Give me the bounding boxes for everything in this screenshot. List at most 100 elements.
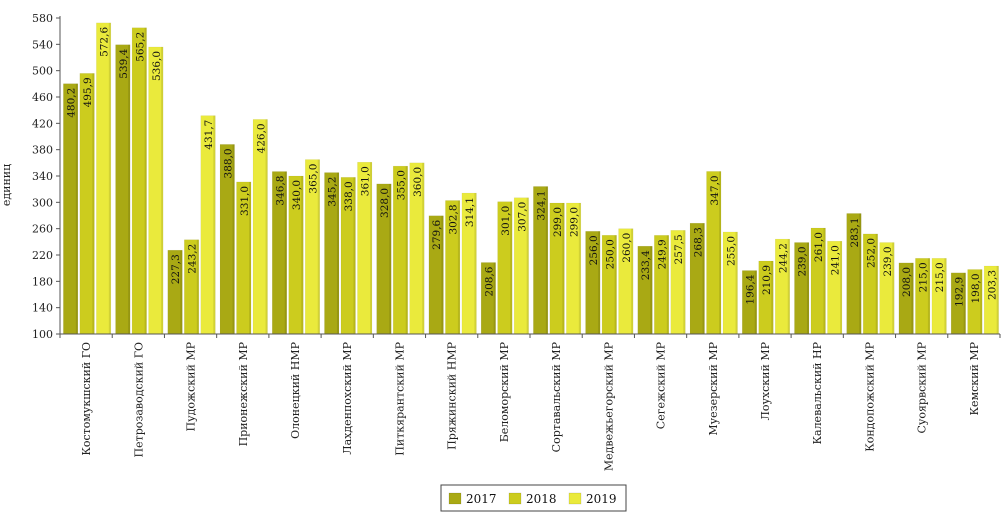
bar-shade [719,171,722,334]
data-label: 388,0 [222,148,234,178]
bar-shade [441,215,444,334]
data-label: 301,0 [500,206,512,236]
data-label: 307,0 [516,202,528,232]
bar-shade [806,242,809,334]
y-tick-label: 540 [32,38,53,51]
bar-shade [823,228,826,334]
bar-2018 [131,27,147,335]
data-label: 252,0 [865,238,877,268]
data-label: 338,0 [343,181,355,211]
category-label: Петрозаводский ГО [132,342,145,458]
category-label: Пудожский МР [185,341,198,431]
bar-shade [301,176,304,334]
legend: 2017 2018 2019 [440,484,627,512]
data-label: 255,0 [725,236,737,266]
bar-shade [927,258,930,334]
bar-shade [996,265,999,334]
bar-shade [963,272,966,334]
data-label: 426,0 [255,123,267,153]
category-label: Муезерский МР [707,341,720,435]
data-label: 314,1 [464,197,476,227]
bar-shade [128,44,131,334]
category-label: Лахденпохский МР [341,341,354,454]
bar-2017 [115,44,131,335]
data-label: 241,0 [830,245,842,275]
bar-shade [631,228,634,334]
data-label: 328,0 [379,188,391,218]
data-label: 279,6 [431,219,443,249]
bar-shade [336,172,339,334]
data-label: 208,0 [901,267,913,297]
bar-shade [944,258,947,334]
data-label: 299,0 [569,207,581,237]
data-label: 565,2 [134,32,146,62]
bar-shade [317,159,320,334]
data-label: 233,4 [640,250,652,280]
data-label: 261,0 [813,232,825,262]
data-label: 210,9 [761,265,773,295]
data-label: 249,9 [657,239,669,269]
data-label: 299,0 [552,207,564,237]
y-tick-label: 220 [32,249,53,262]
bar-shade [249,181,252,334]
data-label: 239,0 [882,246,894,276]
data-label: 347,0 [709,175,721,205]
bar-shade [892,242,895,334]
bar-shade [526,197,529,334]
data-label: 260,0 [621,233,633,263]
category-label: Сортавальский МР [550,341,563,452]
category-label: Пряжинский НМР [446,341,459,449]
data-label: 324,1 [536,190,548,220]
bar-shade [232,144,235,334]
data-label: 572,6 [99,27,111,57]
bar-shade [457,200,460,334]
y-tick-label: 580 [32,12,53,25]
data-label: 360,0 [412,167,424,197]
y-tick-label: 340 [32,170,53,183]
bar-2019 [96,22,112,335]
bar-shade [75,83,78,335]
data-label: 480,2 [66,88,78,118]
bar-shade [353,177,356,334]
bar-shade [369,162,372,334]
data-label: 203,3 [986,270,998,300]
category-label: Калевальский НР [811,341,824,444]
data-label: 208,6 [483,266,495,296]
bar-shade [213,115,216,335]
bar-2018 [79,73,95,335]
data-label: 268,3 [692,227,704,257]
data-label: 256,0 [588,235,600,265]
category-label: Суоярвский МР [916,341,929,433]
bar-shade [666,235,669,334]
data-label: 196,4 [745,274,757,304]
legend-label-2017: 2017 [466,492,497,506]
legend-box [440,484,627,512]
data-label: 283,1 [849,217,861,247]
category-label: Кондопожский МР [863,341,876,451]
data-label: 536,0 [151,51,163,81]
legend-label-2018: 2018 [526,492,557,506]
category-label: Костомукшский ГО [80,342,93,456]
data-label: 302,8 [448,204,460,234]
data-label: 215,0 [934,262,946,292]
bar-shade [92,73,95,334]
category-label: Лоухский МР [759,341,772,420]
bars: 480,2 495,9 572,6 539,4 565,2 536,0 227,3 243,2… [63,22,999,335]
bar-shade [702,223,705,334]
category-label: Беломорский МР [498,341,511,442]
bar-shade [180,250,183,334]
bar-shade [771,260,774,334]
data-label: 192,9 [953,277,965,307]
category-label: Олонецкий НМР [289,341,302,438]
y-tick-label: 180 [32,275,53,288]
bar-2019 [148,46,164,335]
bar-shade [650,246,653,334]
bar-shade [754,270,757,334]
data-label: 198,0 [970,273,982,303]
legend-label-2019: 2019 [586,492,617,506]
legend-swatch-2018 [508,492,522,505]
y-tick-label: 140 [32,302,53,315]
data-label: 355,0 [395,170,407,200]
bar-shade [510,201,513,334]
